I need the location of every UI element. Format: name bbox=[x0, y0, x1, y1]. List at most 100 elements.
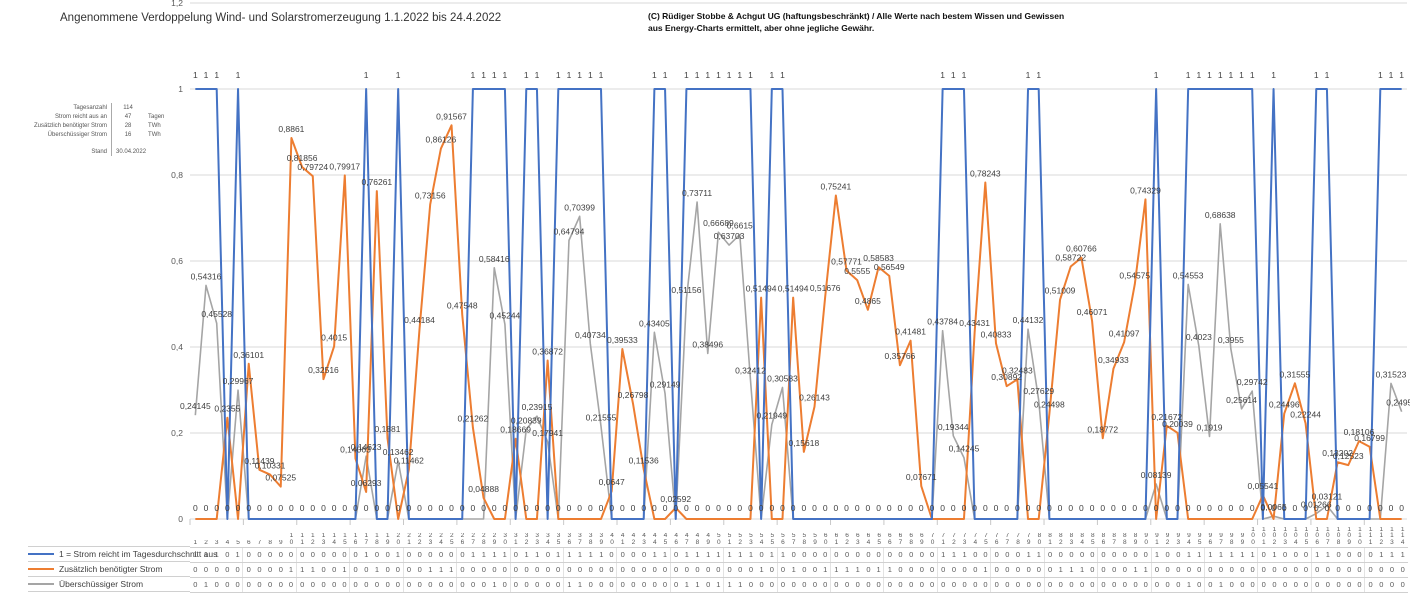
zero-label: 0 bbox=[353, 503, 358, 513]
table-cell: 1 bbox=[524, 550, 529, 559]
zero-label: 0 bbox=[652, 503, 657, 513]
table-cell: 1 bbox=[1272, 550, 1277, 559]
zero-label: 0 bbox=[833, 503, 838, 513]
table-cell: 1 bbox=[1389, 550, 1395, 559]
orange-value-label: 0,06293 bbox=[351, 478, 382, 488]
day-number: 4 1 bbox=[620, 533, 625, 546]
table-cell: 0 bbox=[393, 578, 404, 592]
blue-one-label: 1 bbox=[1389, 70, 1394, 80]
table-cell: 0 bbox=[535, 565, 540, 574]
zero-label: 0 bbox=[1239, 503, 1244, 513]
table-cell: 1 bbox=[1034, 548, 1045, 562]
table-cell: 1 bbox=[874, 563, 885, 577]
table-cell: 0 bbox=[460, 550, 465, 559]
table-cell: 1 bbox=[1229, 550, 1234, 559]
orange-value-label: 0,32483 bbox=[1002, 365, 1033, 375]
table-cell: 0 bbox=[471, 580, 476, 589]
orange-value-label: 0,15618 bbox=[788, 438, 819, 448]
table-cell: 1 bbox=[300, 565, 305, 574]
table-cell: 0 bbox=[1101, 550, 1106, 559]
table-cell: 0 bbox=[257, 565, 262, 574]
zero-label: 0 bbox=[374, 503, 379, 513]
table-cell: 0 bbox=[631, 580, 636, 589]
table-cell: 1 bbox=[438, 565, 444, 574]
table-cell: 0 bbox=[1379, 580, 1384, 589]
table-cell: 0 bbox=[1325, 565, 1330, 574]
line-chart-plot: 00,20,40,60,811,21 1 1 1 1 1 1 1 1 1 1 1 1 1 1 1 1 1 1 1 1 1 1… bbox=[171, 0, 1410, 525]
table-cell: 0 bbox=[927, 563, 938, 577]
table-cell: 0 bbox=[620, 565, 625, 574]
day-number: 5 8 bbox=[802, 533, 807, 546]
table-cell: 0 bbox=[802, 550, 807, 559]
gray-value-label: 0,68638 bbox=[1205, 210, 1236, 220]
day-number: 5 3 bbox=[749, 533, 753, 546]
zero-label: 0 bbox=[513, 503, 518, 513]
day-number: 3 9 bbox=[599, 533, 604, 546]
table-cell: 0 bbox=[268, 550, 273, 559]
table-cell: 0 bbox=[620, 550, 625, 559]
gray-value-label: 0,58416 bbox=[479, 254, 510, 264]
orange-value-label: 0,44184 bbox=[404, 315, 435, 325]
blue-one-label: 1 bbox=[1196, 70, 1201, 80]
table-cell: 1 bbox=[1248, 548, 1259, 562]
table-cell: 0 bbox=[1015, 565, 1021, 574]
chart-title: Angenommene Verdoppelung Wind- und Solar… bbox=[60, 12, 502, 24]
table-cell: 0 bbox=[438, 550, 444, 559]
stats-table: Tagesanzahl 114 Strom reicht aus an 47 Tagen… bbox=[30, 103, 172, 156]
orange-value-label: 0,02592 bbox=[660, 494, 691, 504]
blue-one-label: 1 bbox=[951, 70, 956, 80]
zero-label: 0 bbox=[321, 503, 326, 513]
day-number: 1 7 bbox=[364, 533, 369, 546]
zero-label: 0 bbox=[663, 503, 668, 513]
orange-value-label: 0,56549 bbox=[874, 262, 905, 272]
table-cell: 0 bbox=[791, 580, 796, 589]
table-cell: 0 bbox=[866, 580, 871, 589]
table-cell: 1 bbox=[1133, 565, 1138, 574]
table-cell: 0 bbox=[567, 565, 572, 574]
blue-one-label: 1 bbox=[503, 70, 508, 80]
table-cell: 0 bbox=[553, 563, 564, 577]
table-cell: 0 bbox=[332, 565, 337, 574]
gray-value-label: 0,01266 bbox=[1301, 500, 1332, 510]
table-cell: 0 bbox=[203, 565, 209, 574]
table-cell: 0 bbox=[481, 580, 486, 589]
table-cell: 0 bbox=[193, 580, 198, 589]
blue-one-label: 1 bbox=[1036, 70, 1041, 80]
table-cell: 0 bbox=[706, 580, 711, 589]
table-cell: 0 bbox=[714, 563, 725, 577]
table-cell: 0 bbox=[1034, 563, 1045, 577]
blue-one-label: 1 bbox=[396, 70, 401, 80]
day-number: 6 0 bbox=[823, 533, 828, 546]
zero-label: 0 bbox=[940, 503, 945, 513]
orange-value-label: 0,51676 bbox=[810, 283, 841, 293]
orange-value-label: 0,35766 bbox=[885, 351, 916, 361]
table-cell: 0 bbox=[898, 565, 903, 574]
table-cell: 0 bbox=[286, 548, 297, 562]
gray-value-label: 0,4023 bbox=[1186, 332, 1212, 342]
table-cell: 0 bbox=[973, 565, 978, 574]
zero-label: 0 bbox=[481, 503, 486, 513]
zero-label: 0 bbox=[951, 503, 956, 513]
day-number: 1 0 bbox=[289, 533, 294, 546]
table-cell: 0 bbox=[332, 580, 337, 589]
orange-value-label: 0,30892 bbox=[991, 372, 1022, 382]
table-cell: 1 bbox=[748, 550, 753, 559]
orange-value-label: 0,07671 bbox=[906, 472, 937, 482]
table-cell: 0 bbox=[887, 580, 892, 589]
zero-label: 0 bbox=[204, 503, 209, 513]
table-cell: 1 bbox=[577, 580, 583, 589]
day-number: 1 1 bbox=[300, 533, 304, 546]
orange-value-label: 0,79917 bbox=[329, 161, 360, 171]
table-cell: 0 bbox=[1176, 550, 1181, 559]
blue-one-label: 1 bbox=[780, 70, 785, 80]
orange-value-label: 0,40833 bbox=[981, 329, 1012, 339]
day-number: 1 0 4 bbox=[1294, 526, 1298, 546]
orange-value-label: 0,1881 bbox=[374, 424, 400, 434]
zero-label: 0 bbox=[535, 503, 540, 513]
table-cell: 0 bbox=[599, 580, 604, 589]
table-cell: 1 bbox=[780, 550, 786, 559]
zero-label: 0 bbox=[417, 503, 422, 513]
table-cell: 0 bbox=[225, 565, 230, 574]
table-cell: 0 bbox=[233, 578, 244, 592]
